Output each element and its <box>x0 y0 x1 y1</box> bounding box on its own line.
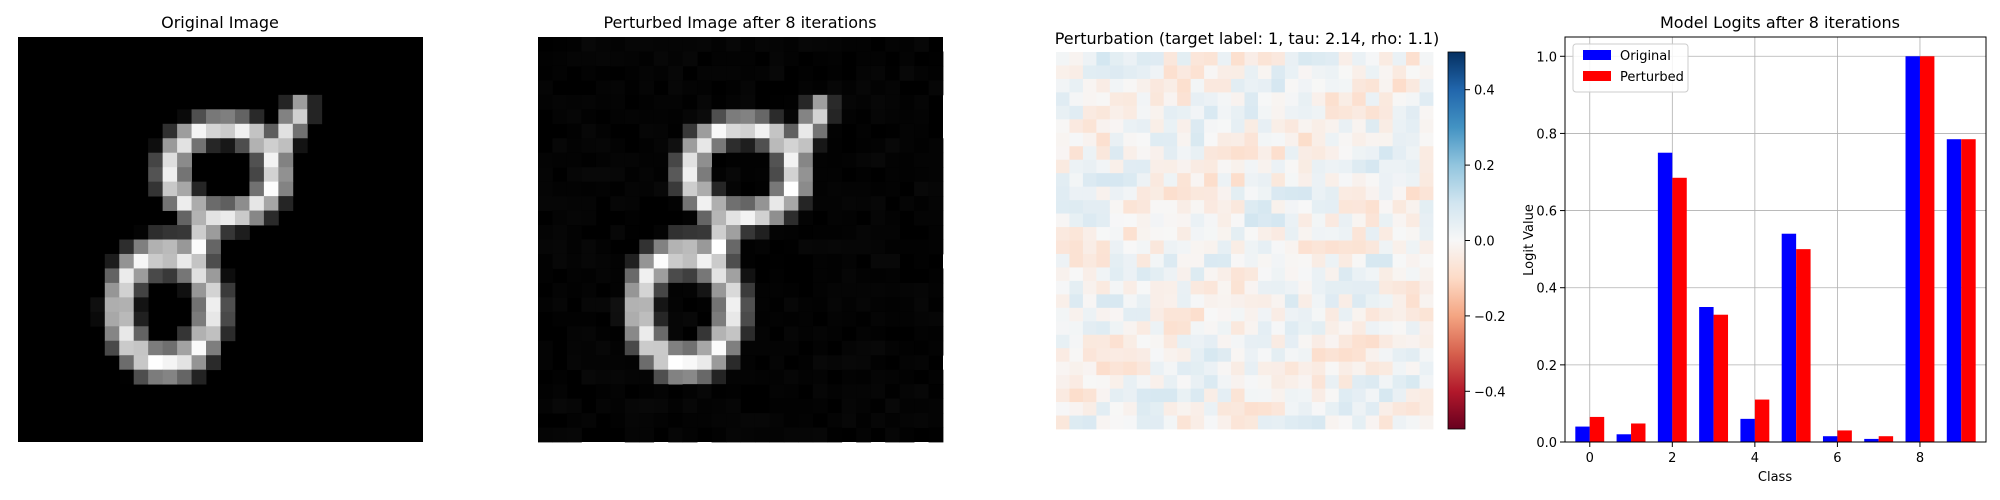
bar-perturbed-class-2 <box>1672 177 1687 443</box>
legend-label-perturbed: Perturbed <box>1620 70 1684 85</box>
bar-original-class-5 <box>1781 233 1797 442</box>
bar-original-class-6 <box>1822 436 1838 442</box>
bar-perturbed-class-6 <box>1837 430 1852 442</box>
colorbar-tick-label: 0.0 <box>1474 235 1495 250</box>
bar-original-class-4 <box>1740 418 1755 442</box>
colorbar-tick-label: −0.4 <box>1474 385 1506 400</box>
x-tick-label: 0 <box>1586 451 1594 466</box>
bar-perturbed-class-7 <box>1878 436 1894 442</box>
bar-perturbed-class-8 <box>1919 56 1935 443</box>
original-image-title: Original Image <box>161 13 279 32</box>
original-image <box>90 94 323 385</box>
bar-original-class-7 <box>1864 438 1879 442</box>
perturbed-image-title: Perturbed Image after 8 iterations <box>603 13 876 32</box>
bar-perturbed-class-3 <box>1713 314 1729 442</box>
bar-original-class-2 <box>1657 152 1673 442</box>
x-tick-label: 8 <box>1916 451 1924 466</box>
bar-original-class-3 <box>1699 307 1714 442</box>
colorbar: 0.4 0.2 0.0 −0.2 −0.4 <box>1447 51 1506 430</box>
legend-swatch-original <box>1583 50 1611 60</box>
x-tick-label: 6 <box>1833 451 1841 466</box>
y-tick-label: 0.6 <box>1536 205 1557 220</box>
chart-frame <box>1564 36 1987 443</box>
perturbed-image <box>538 37 944 443</box>
legend: Original Perturbed <box>1572 43 1689 93</box>
colorbar-gradient <box>1447 51 1466 430</box>
logits-bar-chart: 0 2 4 6 8 0.0 0.2 0.4 0.6 0.8 1.0 Class Logit Val… <box>1522 36 1987 485</box>
bar-perturbed-class-1 <box>1631 423 1646 442</box>
y-tick-label: 0.0 <box>1536 436 1557 451</box>
bar-perturbed-class-0 <box>1589 416 1605 442</box>
chart-title: Model Logits after 8 iterations <box>1660 13 1900 32</box>
bar-perturbed-class-9 <box>1961 139 1976 442</box>
legend-swatch-perturbed <box>1583 71 1611 81</box>
x-axis-label: Class <box>1758 470 1792 485</box>
bar-original-class-1 <box>1616 434 1632 442</box>
colorbar-tick-label: 0.2 <box>1474 159 1495 174</box>
bar-perturbed-class-4 <box>1754 399 1770 442</box>
y-tick-label: 0.8 <box>1536 127 1557 142</box>
colorbar-tick-label: −0.2 <box>1474 310 1506 325</box>
x-tick-label: 2 <box>1668 451 1676 466</box>
legend-label-original: Original <box>1620 49 1671 64</box>
y-axis-label: Logit Value <box>1522 204 1537 276</box>
colorbar-tick-label: 0.4 <box>1474 84 1495 99</box>
y-tick-label: 0.4 <box>1536 282 1557 297</box>
bar-original-class-0 <box>1575 426 1590 442</box>
perturbation-heatmap <box>1056 52 1434 430</box>
bar-original-class-8 <box>1905 56 1920 443</box>
y-tick-label: 0.2 <box>1536 359 1557 374</box>
y-tick-label: 1.0 <box>1536 50 1557 65</box>
bar-perturbed-class-5 <box>1796 249 1811 442</box>
bar-original-class-9 <box>1946 139 1962 442</box>
x-tick-label: 4 <box>1751 451 1759 466</box>
perturbation-title: Perturbation (target label: 1, tau: 2.14… <box>1055 29 1440 48</box>
